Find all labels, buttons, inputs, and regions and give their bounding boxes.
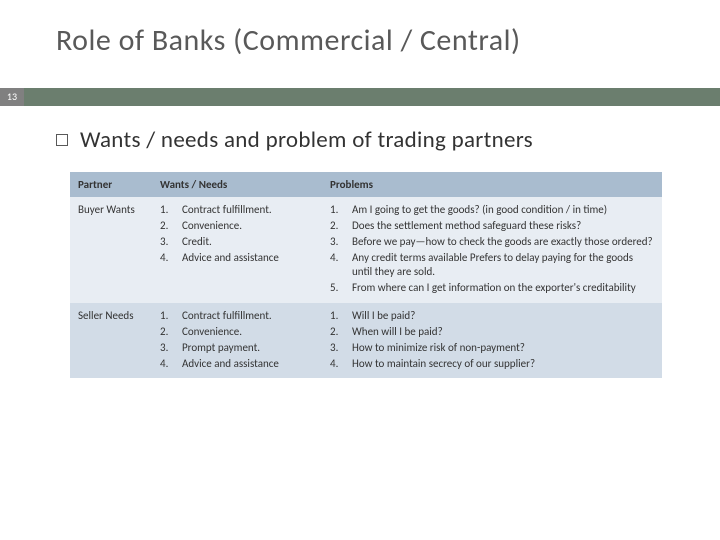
list-item: 2.When will I be paid?: [330, 325, 654, 340]
list-item: 1.Contract fulfillment.: [160, 309, 314, 324]
cell-partner: Seller Needs: [70, 303, 152, 378]
list-item: 5.From where can I get information on th…: [330, 281, 654, 296]
slide-title: Role of Banks (Commercial / Central): [56, 22, 521, 59]
list-item: 4.Advice and assistance: [160, 357, 314, 372]
table-row: Buyer Wants1.Contract fulfillment.2.Conv…: [70, 197, 662, 303]
table-body: Buyer Wants1.Contract fulfillment.2.Conv…: [70, 197, 662, 378]
header-wants: Wants / Needs: [152, 172, 322, 197]
slide-band: [0, 88, 720, 106]
list-item: 3.Before we pay—how to check the goods a…: [330, 235, 654, 250]
header-problems: Problems: [322, 172, 662, 197]
list-item: 4.Any credit terms available Prefers to …: [330, 251, 654, 281]
cell-problems: 1.Will I be paid?2.When will I be paid?3…: [322, 303, 662, 378]
list-item: 3.Credit.: [160, 235, 314, 250]
list-item: 2.Convenience.: [160, 219, 314, 234]
list-item: 2.Convenience.: [160, 325, 314, 340]
list-item: 3.Prompt payment.: [160, 341, 314, 356]
list-item: 1.Will I be paid?: [330, 309, 654, 324]
list-item: 1.Am I going to get the goods? (in good …: [330, 203, 654, 218]
list-item: 4.Advice and assistance: [160, 251, 314, 266]
cell-problems: 1.Am I going to get the goods? (in good …: [322, 197, 662, 303]
cell-wants: 1.Contract fulfillment.2.Convenience.3.P…: [152, 303, 322, 378]
list-item: 1.Contract fulfillment.: [160, 203, 314, 218]
bullet-square-icon: [56, 134, 68, 146]
list-item: 3.How to minimize risk of non-payment?: [330, 341, 654, 356]
table-header-row: Partner Wants / Needs Problems: [70, 172, 662, 197]
table-row: Seller Needs1.Contract fulfillment.2.Con…: [70, 303, 662, 378]
slide-subtitle: Wants / needs and problem of trading par…: [80, 126, 533, 154]
list-item: 2.Does the settlement method safeguard t…: [330, 219, 654, 234]
partners-table: Partner Wants / Needs Problems Buyer Wan…: [70, 172, 662, 378]
list-item: 4.How to maintain secrecy of our supplie…: [330, 357, 654, 372]
cell-partner: Buyer Wants: [70, 197, 152, 303]
header-partner: Partner: [70, 172, 152, 197]
cell-wants: 1.Contract fulfillment.2.Convenience.3.C…: [152, 197, 322, 303]
slide-number: 13: [0, 88, 24, 106]
subtitle-row: Wants / needs and problem of trading par…: [56, 126, 533, 154]
